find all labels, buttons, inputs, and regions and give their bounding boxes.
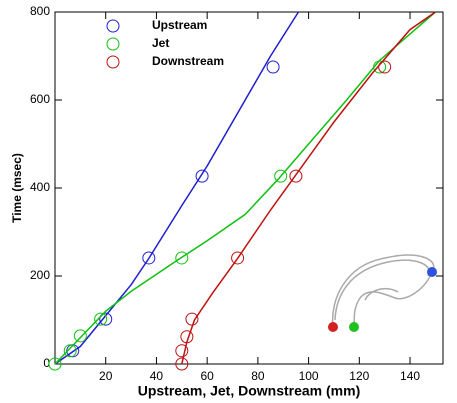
data-point: [175, 344, 189, 358]
y-tick-label: 0: [43, 356, 50, 370]
x-tick-label: 100: [299, 369, 319, 383]
data-point: [373, 60, 387, 74]
legend-marker: [106, 55, 120, 69]
data-point: [378, 60, 392, 74]
data-point: [180, 330, 194, 344]
y-tick-label: 800: [30, 4, 50, 18]
y-tick-label: 400: [30, 180, 50, 194]
series-line: [54, 11, 436, 365]
data-point: [266, 60, 280, 74]
data-point: [99, 312, 113, 326]
x-tick-label: 60: [200, 369, 214, 383]
legend-marker: [106, 19, 120, 33]
x-tick-label: 40: [150, 369, 164, 383]
data-point: [274, 169, 288, 183]
data-point: [289, 169, 303, 183]
data-point: [195, 169, 209, 183]
y-tick-label: 200: [30, 268, 50, 282]
data-point: [185, 312, 199, 326]
y-axis-label: Time (msec): [10, 153, 24, 223]
data-point: [63, 344, 77, 358]
data-point: [73, 329, 87, 343]
data-point: [175, 251, 189, 265]
x-tick-label: 120: [349, 369, 369, 383]
legend-label: Jet: [152, 36, 169, 50]
legend-label: Downstream: [152, 54, 224, 68]
data-point: [48, 357, 62, 371]
data-point: [175, 357, 189, 371]
y-tick-label: 600: [30, 92, 50, 106]
data-point: [142, 251, 156, 265]
x-tick-label: 140: [400, 369, 420, 383]
legend-label: Upstream: [152, 18, 207, 32]
x-tick-label: 80: [251, 369, 265, 383]
x-tick-label: 20: [99, 369, 113, 383]
data-point: [94, 312, 108, 326]
legend-marker: [106, 37, 120, 51]
data-point: [231, 251, 245, 265]
series-line: [54, 11, 300, 365]
series-line: [181, 11, 436, 365]
x-axis-label: Upstream, Jet, Downstream (mm): [138, 383, 361, 399]
inset-image: [328, 254, 437, 332]
